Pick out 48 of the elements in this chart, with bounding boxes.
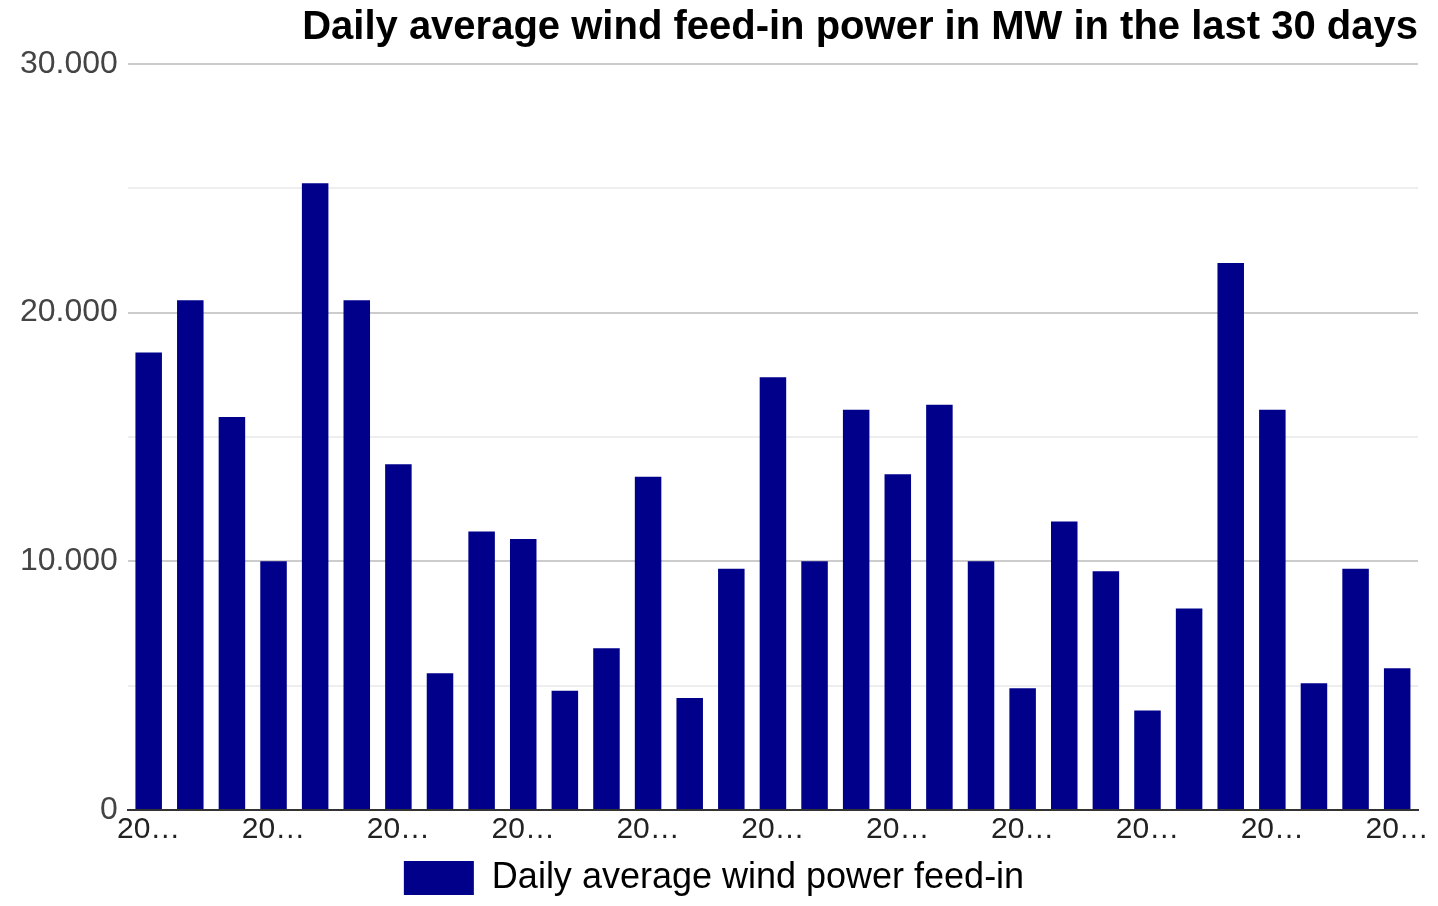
- y-tick-label: 30.000: [20, 43, 118, 80]
- bar: [218, 417, 246, 809]
- bar: [135, 352, 162, 809]
- bar: [634, 476, 662, 809]
- x-tick-label: 20…: [1240, 811, 1305, 845]
- y-tick-label: 20.000: [20, 292, 118, 329]
- bar: [1383, 668, 1411, 809]
- bar: [842, 409, 870, 809]
- x-tick-label: 20…: [866, 811, 930, 845]
- bar: [1342, 568, 1369, 809]
- bar: [1051, 521, 1078, 809]
- y-tick-label: 0: [100, 789, 118, 826]
- bar: [468, 531, 495, 809]
- x-tick-label: 20…: [990, 811, 1055, 845]
- bar: [1134, 710, 1161, 809]
- bar: [884, 474, 912, 809]
- bar: [509, 538, 537, 809]
- x-tick-label: 20…: [491, 811, 555, 845]
- bar: [260, 561, 287, 809]
- bar: [1092, 571, 1120, 809]
- bar: [385, 464, 412, 809]
- bar: [593, 648, 620, 809]
- bar: [718, 568, 745, 809]
- bar: [301, 183, 329, 809]
- bar: [1217, 262, 1244, 809]
- x-tick-label: 20…: [241, 811, 306, 845]
- x-tick-label: 20…: [366, 811, 431, 845]
- x-tick-label: 20…: [117, 811, 181, 845]
- bar: [426, 673, 454, 809]
- bar: [343, 300, 371, 809]
- x-tick-label: 20…: [616, 811, 680, 845]
- bar: [1009, 688, 1036, 809]
- bar: [967, 561, 995, 809]
- x-tick-label: 20…: [1115, 811, 1180, 845]
- bar: [1259, 409, 1286, 809]
- x-tick-label: 20…: [1365, 811, 1429, 845]
- bar: [1175, 608, 1203, 809]
- chart-title: Daily average wind feed-in power in MW in the last 30 days: [302, 3, 1418, 48]
- legend-label: Daily average wind power feed-in: [491, 854, 1025, 896]
- bar: [1300, 683, 1328, 809]
- x-tick-label: 20…: [741, 811, 805, 845]
- y-tick-label: 10.000: [20, 541, 118, 578]
- bar: [926, 404, 953, 809]
- bar: [801, 561, 828, 809]
- bar: [759, 377, 787, 809]
- bar: [177, 300, 204, 809]
- bar: [676, 698, 703, 809]
- bar: [551, 690, 579, 809]
